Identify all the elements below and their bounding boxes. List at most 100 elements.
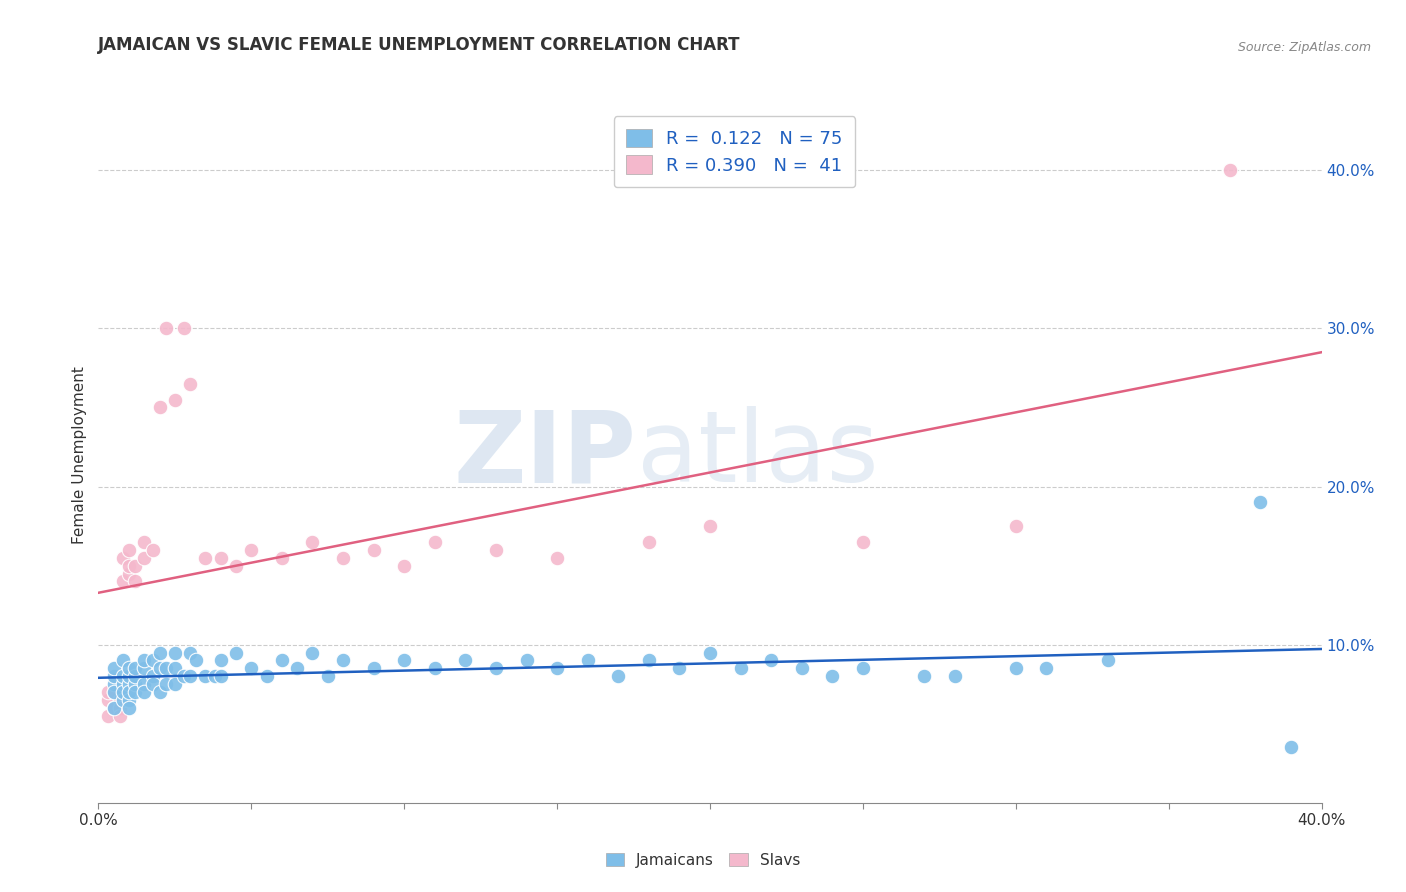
- Point: [225, 646, 247, 660]
- Point: [821, 669, 844, 683]
- Point: [790, 661, 813, 675]
- Point: [97, 708, 120, 723]
- Point: [423, 661, 446, 675]
- Point: [576, 653, 599, 667]
- Point: [316, 669, 339, 683]
- Point: [149, 646, 172, 660]
- Point: [194, 669, 217, 683]
- Point: [155, 677, 177, 691]
- Point: [103, 661, 125, 675]
- Point: [111, 550, 134, 565]
- Point: [912, 669, 935, 683]
- Point: [607, 669, 630, 683]
- Point: [111, 669, 134, 683]
- Point: [699, 646, 721, 660]
- Point: [142, 677, 165, 691]
- Point: [225, 558, 247, 573]
- Point: [134, 550, 156, 565]
- Point: [142, 542, 165, 557]
- Point: [118, 685, 141, 699]
- Point: [163, 661, 186, 675]
- Point: [1004, 519, 1026, 533]
- Text: atlas: atlas: [637, 407, 879, 503]
- Point: [134, 685, 156, 699]
- Point: [134, 653, 156, 667]
- Point: [118, 669, 141, 683]
- Point: [546, 661, 568, 675]
- Point: [163, 646, 186, 660]
- Point: [124, 677, 146, 691]
- Point: [134, 534, 156, 549]
- Point: [179, 646, 201, 660]
- Point: [163, 677, 186, 691]
- Point: [363, 661, 385, 675]
- Point: [173, 669, 195, 683]
- Point: [332, 550, 354, 565]
- Point: [240, 661, 263, 675]
- Point: [759, 653, 782, 667]
- Point: [485, 542, 508, 557]
- Point: [108, 708, 131, 723]
- Point: [163, 392, 186, 407]
- Point: [124, 558, 146, 573]
- Point: [118, 542, 141, 557]
- Point: [103, 701, 125, 715]
- Point: [699, 519, 721, 533]
- Point: [134, 677, 156, 691]
- Point: [285, 661, 308, 675]
- Point: [173, 321, 195, 335]
- Point: [118, 693, 141, 707]
- Point: [118, 701, 141, 715]
- Point: [124, 574, 146, 589]
- Point: [103, 701, 125, 715]
- Point: [1004, 661, 1026, 675]
- Point: [149, 661, 172, 675]
- Point: [97, 685, 120, 699]
- Point: [103, 685, 125, 699]
- Point: [124, 685, 146, 699]
- Point: [392, 653, 416, 667]
- Point: [516, 653, 538, 667]
- Point: [1219, 163, 1241, 178]
- Point: [118, 661, 141, 675]
- Point: [240, 542, 263, 557]
- Point: [209, 550, 232, 565]
- Point: [1035, 661, 1057, 675]
- Point: [134, 661, 156, 675]
- Point: [111, 677, 134, 691]
- Point: [186, 653, 208, 667]
- Point: [852, 661, 875, 675]
- Text: Source: ZipAtlas.com: Source: ZipAtlas.com: [1237, 40, 1371, 54]
- Legend: Jamaicans, Slavs: Jamaicans, Slavs: [598, 845, 808, 875]
- Point: [209, 669, 232, 683]
- Point: [149, 685, 172, 699]
- Point: [108, 701, 131, 715]
- Point: [332, 653, 354, 667]
- Point: [103, 685, 125, 699]
- Point: [103, 669, 125, 683]
- Point: [454, 653, 477, 667]
- Point: [111, 693, 134, 707]
- Point: [142, 669, 165, 683]
- Point: [111, 685, 134, 699]
- Point: [270, 653, 292, 667]
- Point: [1249, 495, 1271, 509]
- Text: ZIP: ZIP: [454, 407, 637, 503]
- Point: [423, 534, 446, 549]
- Point: [142, 653, 165, 667]
- Point: [155, 661, 177, 675]
- Point: [124, 669, 146, 683]
- Point: [118, 558, 141, 573]
- Point: [155, 321, 177, 335]
- Point: [270, 550, 292, 565]
- Point: [301, 534, 323, 549]
- Point: [637, 653, 661, 667]
- Point: [111, 574, 134, 589]
- Legend: R =  0.122   N = 75, R = 0.390   N =  41: R = 0.122 N = 75, R = 0.390 N = 41: [614, 116, 855, 187]
- Point: [256, 669, 278, 683]
- Y-axis label: Female Unemployment: Female Unemployment: [72, 366, 87, 544]
- Point: [108, 693, 131, 707]
- Point: [179, 669, 201, 683]
- Point: [546, 550, 568, 565]
- Point: [124, 661, 146, 675]
